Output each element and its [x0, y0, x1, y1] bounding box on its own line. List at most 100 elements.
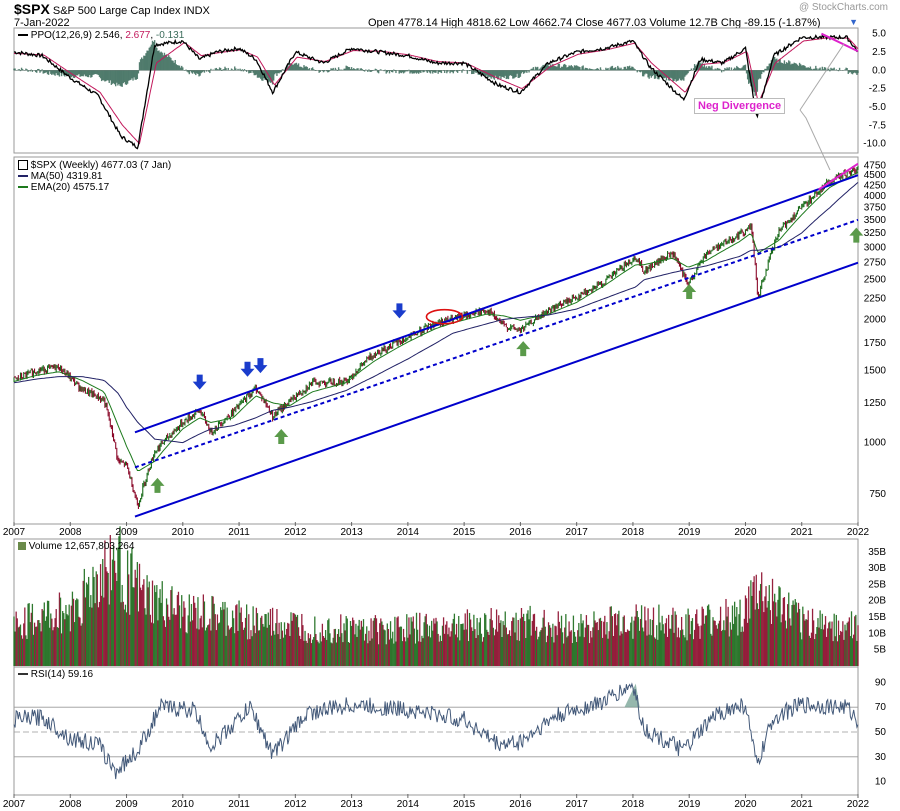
price-legend-label: $SPX (Weekly) 4677.03 (7 Jan) — [30, 160, 172, 171]
price-tick-label: 1000 — [864, 438, 887, 449]
ppo-legend-value: 2.546 — [94, 30, 120, 41]
volume-tick-label: 25B — [868, 579, 886, 590]
channel-upper-line — [134, 174, 859, 434]
price-divergence-line — [818, 162, 859, 191]
price-tick-label: 750 — [869, 489, 886, 500]
rsi-line — [13, 682, 859, 780]
symbol: $SPX — [14, 1, 50, 17]
ppo-swatch — [18, 34, 28, 37]
blue-arrow-down-icon — [253, 358, 268, 374]
ma-legend: MA(50) 4319.81 — [18, 171, 103, 182]
price-tick-label: 2000 — [864, 314, 887, 325]
chart-date: 7-Jan-2022 — [14, 17, 70, 29]
rsi-x-tick-label: 2010 — [172, 799, 195, 810]
green-arrow-up-icon — [150, 477, 165, 493]
price-tick-label: 3250 — [864, 228, 887, 239]
chevron-down-icon[interactable]: ▼ — [849, 17, 858, 27]
price-tick-label: 4500 — [864, 170, 887, 181]
price-x-tick-label: 2017 — [566, 527, 589, 538]
price-x-tick-label: 2014 — [397, 527, 420, 538]
neg-divergence-annotation: Neg Divergence — [694, 98, 786, 114]
volume-tick-label: 10B — [868, 628, 886, 639]
price-x-tick-label: 2009 — [115, 527, 138, 538]
rsi-panel-frame — [13, 666, 859, 796]
ema-swatch — [18, 186, 28, 189]
rsi-x-tick-label: 2009 — [115, 799, 138, 810]
ema20-line — [13, 171, 859, 471]
price-x-tick-label: 2016 — [509, 527, 532, 538]
ppo-tick-label: -7.5 — [869, 120, 887, 131]
axes: 5.0 2.5 0.0 -2.5 -5.0 -7.5 -10.0 47504500425040… — [3, 29, 887, 810]
price-tick-label: 3000 — [864, 242, 887, 253]
ppo-panel-frame — [13, 27, 859, 154]
price-tick-label: 4250 — [864, 180, 887, 191]
price-legend-main: $SPX (Weekly) 4677.03 (7 Jan) — [18, 160, 171, 171]
volume-plot — [13, 526, 859, 666]
price-tick-label: 4750 — [864, 161, 887, 172]
volume-tick-label: 5B — [874, 645, 887, 656]
volume-legend: Volume 12,657,803,264 — [18, 541, 134, 552]
ema-legend-label: EMA(20) 4575.17 — [30, 182, 110, 193]
blue-arrow-down-icon — [392, 303, 407, 319]
rsi-swatch — [18, 673, 28, 676]
blue-arrow-down-icon — [240, 361, 255, 377]
ppo-legend-hist: -0.131 — [155, 30, 185, 41]
rsi-x-tick-label: 2008 — [59, 799, 82, 810]
green-arrow-up-icon — [849, 227, 864, 243]
price-x-tick-label: 2021 — [791, 527, 814, 538]
ppo-tick-label: -2.5 — [869, 84, 887, 95]
volume-tick-label: 20B — [868, 596, 886, 607]
ppo-tick-label: 0.0 — [872, 65, 886, 76]
price-tick-label: 1500 — [864, 366, 887, 377]
green-arrow-up-icon — [682, 283, 697, 299]
rsi-tick-label: 70 — [875, 702, 887, 713]
rsi-x-tick-label: 2014 — [397, 799, 420, 810]
rsi-x-tick-label: 2017 — [566, 799, 589, 810]
volume-tick-label: 35B — [868, 547, 886, 558]
price-x-tick-label: 2015 — [453, 527, 476, 538]
price-swatch — [18, 160, 28, 171]
chart-title: $SPX S&P 500 Large Cap Index INDX — [14, 1, 210, 17]
volume-tick-label: 15B — [868, 612, 886, 623]
rsi-x-tick-label: 2011 — [228, 799, 250, 810]
rsi-x-tick-label: 2015 — [453, 799, 476, 810]
rsi-x-tick-label: 2018 — [622, 799, 645, 810]
green-arrow-up-icon — [516, 341, 531, 357]
price-x-tick-label: 2020 — [734, 527, 757, 538]
rsi-x-tick-label: 2020 — [734, 799, 757, 810]
ppo-legend-signal: 2.677 — [125, 30, 151, 41]
rsi-overbought-fill — [624, 683, 640, 708]
price-tick-label: 1250 — [864, 398, 887, 409]
price-x-tick-label: 2008 — [59, 527, 82, 538]
ppo-tick-label: -5.0 — [869, 102, 887, 113]
volume-swatch — [18, 542, 26, 551]
rsi-x-tick-label: 2022 — [847, 799, 870, 810]
rsi-legend-label: RSI(14) 59.16 — [30, 669, 94, 680]
blue-arrow-down-icon — [192, 374, 207, 390]
rsi-x-tick-label: 2019 — [678, 799, 701, 810]
rsi-x-tick-label: 2013 — [340, 799, 363, 810]
ppo-tick-label: 2.5 — [872, 47, 886, 58]
price-x-tick-label: 2012 — [284, 527, 307, 538]
price-x-tick-label: 2013 — [340, 527, 363, 538]
ppo-plot — [13, 32, 859, 171]
ohlc-summary: Open 4778.14 High 4818.62 Low 4662.74 Cl… — [368, 17, 821, 29]
rsi-tick-label: 50 — [875, 727, 887, 738]
volume-legend-label: Volume 12,657,803,264 — [28, 541, 135, 552]
price-tick-label: 3750 — [864, 203, 887, 214]
watermark: @ StockCharts.com — [798, 2, 888, 13]
price-x-tick-label: 2007 — [3, 527, 26, 538]
ppo-line — [13, 34, 859, 150]
ma-swatch — [18, 175, 28, 178]
price-tick-label: 4000 — [864, 191, 887, 202]
ma50-line — [13, 182, 859, 444]
ppo-divergence-line — [820, 32, 859, 53]
security-name: S&P 500 Large Cap Index — [52, 5, 181, 17]
highlight-ellipse — [425, 308, 464, 325]
price-x-tick-label: 2018 — [622, 527, 645, 538]
ema-legend: EMA(20) 4575.17 — [18, 182, 109, 193]
price-x-tick-label: 2022 — [847, 527, 870, 538]
rsi-tick-label: 90 — [875, 677, 887, 688]
price-plot — [13, 162, 864, 518]
